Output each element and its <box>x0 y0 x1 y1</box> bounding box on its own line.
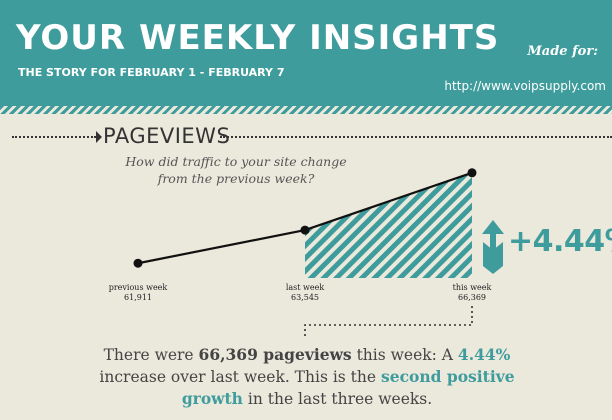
change-percent: +4.44% <box>508 224 612 259</box>
section-title: PAGEVIEWS <box>103 124 231 148</box>
point-label-this-week: this week 66,369 <box>417 283 527 303</box>
section-bullet-icon <box>96 131 102 143</box>
value-label: 66,369 <box>458 293 486 302</box>
summary-text: There were 66,369 pageviews this week: A… <box>99 345 515 408</box>
growth-highlight-area <box>305 172 472 278</box>
value-label: 61,911 <box>124 293 152 302</box>
point-label-previous-week: previous week 61,911 <box>83 283 193 303</box>
category-label: last week <box>285 283 325 292</box>
header-banner: YOUR WEEKLY INSIGHTS THE STORY FOR FEBRU… <box>0 0 612 106</box>
date-range-subtitle: THE STORY FOR FEBRUARY 1 - FEBRUARY 7 <box>18 66 285 79</box>
point-label-last-week: last week 63,545 <box>250 283 360 303</box>
value-label: 63,545 <box>291 293 319 302</box>
section-divider-left <box>12 136 96 138</box>
up-arrow-icon <box>480 220 506 278</box>
section-divider-right <box>220 136 612 138</box>
page-title: YOUR WEEKLY INSIGHTS <box>16 18 500 58</box>
percent-highlight: 4.44% <box>457 345 511 364</box>
dotted-connector <box>304 306 473 338</box>
category-label: this week <box>452 283 492 292</box>
pageviews-count: 66,369 pageviews <box>198 345 352 364</box>
data-point-previous-week <box>133 258 143 268</box>
header-stripe-divider <box>0 106 612 114</box>
category-label: previous week <box>108 283 168 292</box>
section-question: How did traffic to your site change from… <box>125 154 347 186</box>
data-point-last-week <box>300 225 310 235</box>
data-point-this-week <box>467 168 477 178</box>
growth-highlight: second positive growth <box>181 367 515 408</box>
site-url: http://www.voipsupply.com <box>444 79 606 93</box>
made-for-label: Made for: <box>527 44 598 59</box>
